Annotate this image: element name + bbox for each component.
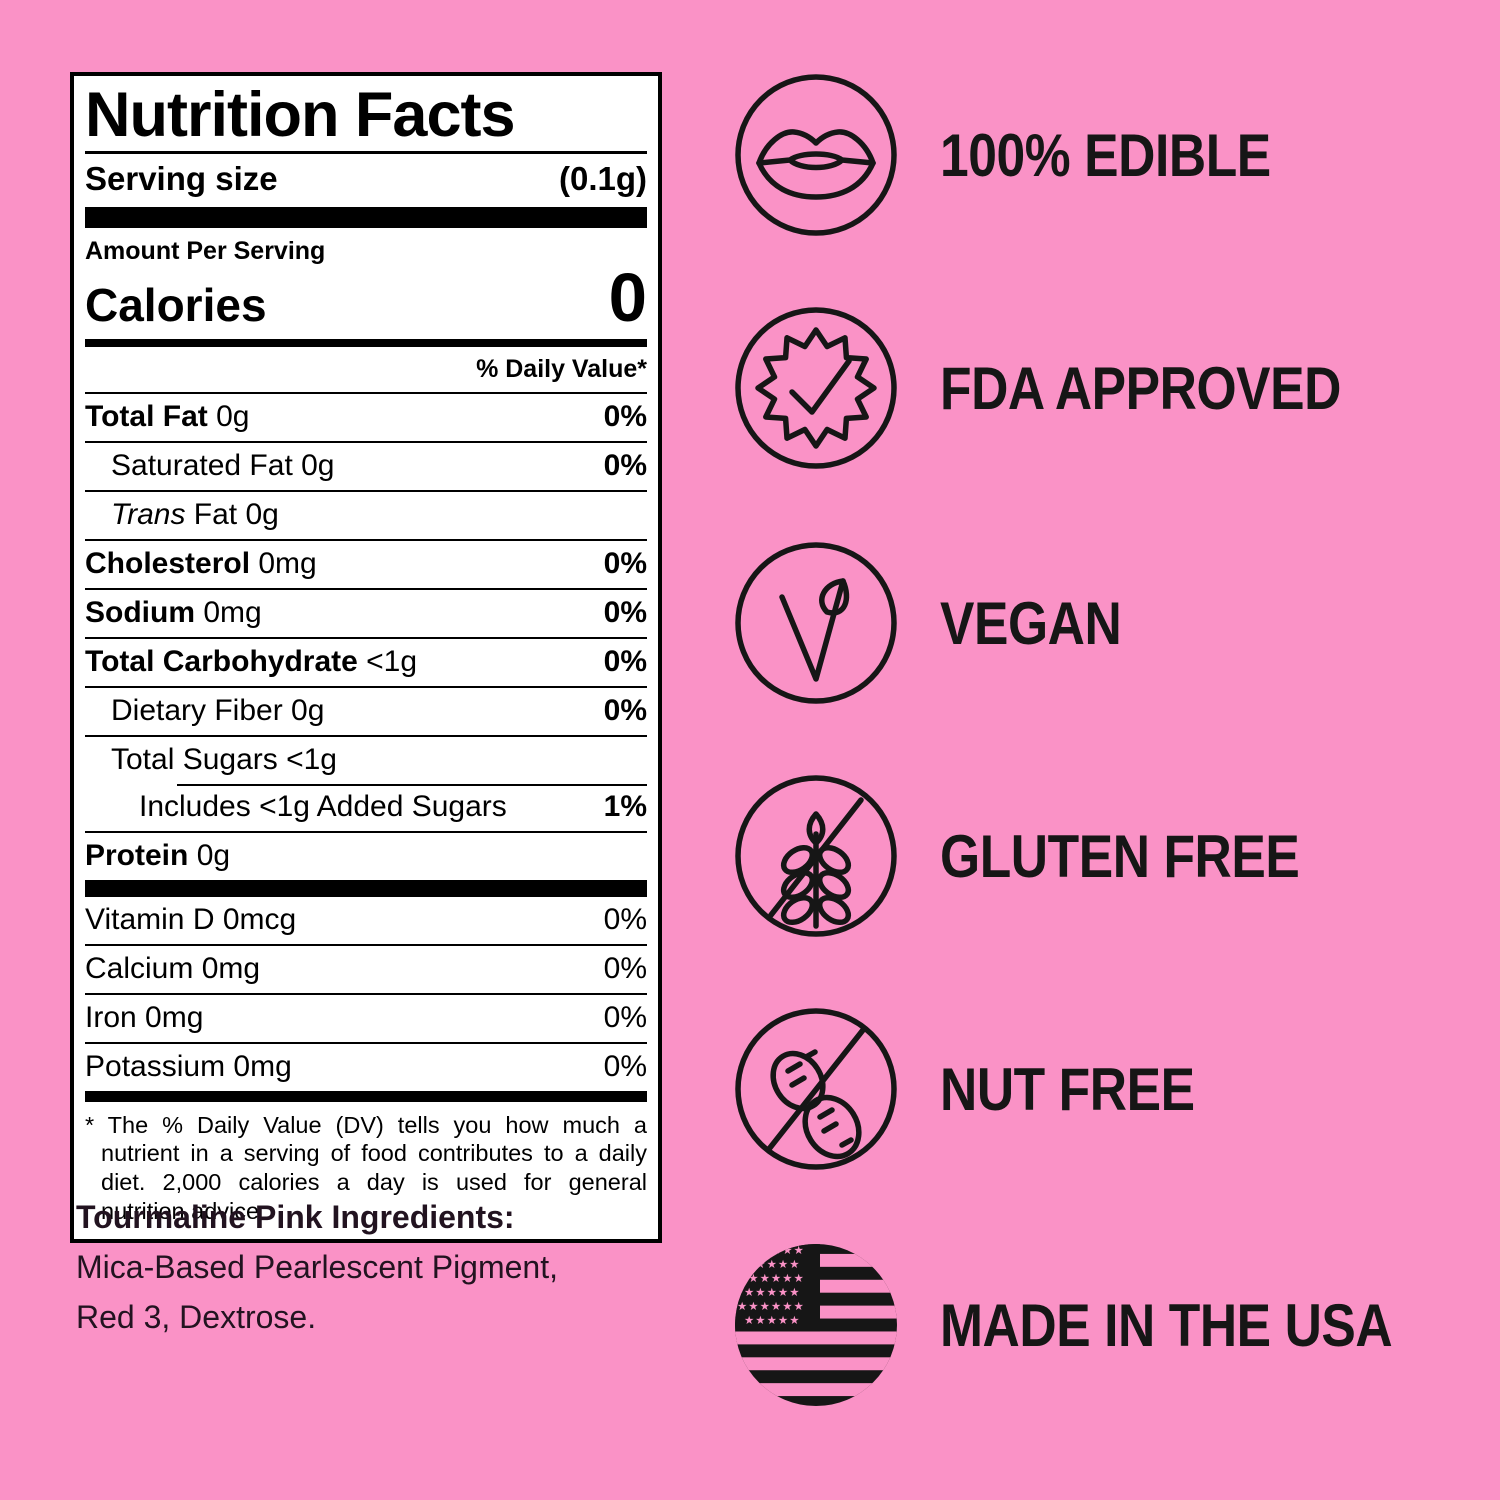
nutrition-facts-title: Nutrition Facts bbox=[85, 80, 516, 150]
nutrient-daily-value: 0% bbox=[603, 448, 647, 482]
no-gluten-wheat-icon bbox=[732, 771, 900, 941]
nutrient-name: Vitamin D 0mcg bbox=[85, 902, 297, 936]
nutrient-daily-value: 0% bbox=[603, 693, 647, 727]
nutrient-row: Calcium 0mg 0% bbox=[85, 943, 647, 993]
nutrient-rows: Total Fat 0g 0% Saturated Fat 0g 0% Trans Fa… bbox=[85, 391, 647, 880]
nutrient-daily-value: 0% bbox=[603, 399, 647, 433]
nutrient-name: Iron 0mg bbox=[85, 1000, 204, 1034]
serving-size-row: Serving size (0.1g) bbox=[85, 154, 647, 207]
feature-row: NUT FREE bbox=[732, 1004, 1236, 1174]
daily-value-footnote: * The % Daily Value (DV) tells you how m… bbox=[85, 1111, 647, 1224]
ingredients-line: Red 3, Dextrose. bbox=[76, 1299, 317, 1336]
calories-row: Calories 0 bbox=[85, 258, 647, 339]
nutrient-row: Vitamin D 0mcg 0% bbox=[85, 894, 647, 944]
nutrient-daily-value: 0% bbox=[603, 546, 647, 580]
feature-label: FDA APPROVED bbox=[940, 354, 1341, 422]
feature-row: 100% EDIBLE bbox=[732, 70, 1325, 240]
svg-text:★★★★★★: ★★★★★★ bbox=[737, 1299, 805, 1313]
nutrient-row: Trans Fat 0g bbox=[85, 489, 647, 539]
nutrient-row: Total Carbohydrate <1g 0% bbox=[85, 636, 647, 686]
nutrient-daily-value: 1% bbox=[603, 789, 647, 823]
nutrient-daily-value: 0% bbox=[603, 595, 647, 629]
thick-divider bbox=[85, 206, 647, 228]
nutrient-daily-value: 0% bbox=[603, 644, 647, 678]
feature-label: MADE IN THE USA bbox=[940, 1291, 1393, 1359]
lips-icon bbox=[732, 70, 900, 240]
feature-label: GLUTEN FREE bbox=[940, 822, 1300, 890]
nutrition-facts-label: Nutrition Facts Serving size (0.1g) Amou… bbox=[70, 72, 662, 1244]
nutrient-row: Iron 0mg 0% bbox=[85, 992, 647, 1042]
nutrient-daily-value: 0% bbox=[603, 951, 647, 985]
feature-row: GLUTEN FREE bbox=[732, 771, 1358, 941]
nutrient-name: Potassium 0mg bbox=[85, 1049, 292, 1083]
ingredients-line: Mica-Based Pearlescent Pigment, bbox=[76, 1249, 558, 1286]
vitamin-rows: Vitamin D 0mcg 0% Calcium 0mg 0% Iron 0mg 0% P… bbox=[85, 894, 647, 1091]
thick-divider bbox=[85, 1090, 647, 1102]
divider bbox=[85, 150, 647, 154]
feature-row: ★★★★★★ ★★★★★ ★★★★★★ ★★★★★ ★★★★★★ ★★★★★ MADE IN… bbox=[732, 1240, 1466, 1410]
calories-value: 0 bbox=[608, 258, 647, 336]
svg-text:★★★★★★: ★★★★★★ bbox=[737, 1243, 805, 1257]
nutrient-row: Potassium 0mg 0% bbox=[85, 1041, 647, 1091]
nutrient-row: Protein 0g bbox=[85, 830, 647, 880]
nutrient-row: Total Sugars <1g bbox=[85, 734, 647, 784]
calories-label: Calories bbox=[85, 278, 267, 331]
ingredients-block: Tourmaline Pink Ingredients: Mica-Based … bbox=[76, 1192, 696, 1343]
svg-text:★★★★★: ★★★★★ bbox=[744, 1257, 801, 1271]
ingredients-heading: Tourmaline Pink Ingredients: bbox=[76, 1199, 515, 1235]
nutrient-name: Saturated Fat 0g bbox=[111, 448, 335, 482]
nutrient-row: Sodium 0mg 0% bbox=[85, 587, 647, 637]
svg-text:★★★★★★: ★★★★★★ bbox=[737, 1271, 805, 1285]
nutrient-daily-value: 0% bbox=[603, 1049, 647, 1083]
nutrient-daily-value: 0% bbox=[603, 1000, 647, 1034]
nutrient-name: Cholesterol 0mg bbox=[85, 546, 317, 580]
nutrient-name: Sodium 0mg bbox=[85, 595, 262, 629]
nutrient-name: Calcium 0mg bbox=[85, 951, 261, 985]
daily-value-header: % Daily Value* bbox=[476, 354, 647, 383]
nutrient-name: Dietary Fiber 0g bbox=[111, 693, 325, 727]
serving-size-label: Serving size bbox=[85, 159, 278, 197]
usa-flag-icon: ★★★★★★ ★★★★★ ★★★★★★ ★★★★★ ★★★★★★ ★★★★★ bbox=[732, 1240, 900, 1410]
feature-label: 100% EDIBLE bbox=[940, 121, 1271, 189]
no-nut-peanut-icon bbox=[732, 1004, 900, 1174]
feature-row: FDA APPROVED bbox=[732, 303, 1406, 473]
nutrient-row: Cholesterol 0mg 0% bbox=[85, 538, 647, 588]
nutrient-row: Total Fat 0g 0% bbox=[85, 391, 647, 441]
feature-row: VEGAN bbox=[732, 538, 1151, 708]
nutrient-name: Protein 0g bbox=[85, 838, 231, 872]
medium-divider bbox=[85, 338, 647, 347]
nutrient-row: Dietary Fiber 0g 0% bbox=[85, 685, 647, 735]
nutrient-name: Total Sugars <1g bbox=[111, 742, 337, 776]
fda-approved-badge-icon bbox=[732, 303, 900, 473]
nutrient-name: Includes <1g Added Sugars bbox=[139, 789, 507, 823]
amount-per-serving-label: Amount Per Serving bbox=[85, 236, 326, 265]
vegan-v-leaf-icon bbox=[732, 538, 900, 708]
svg-text:★★★★★: ★★★★★ bbox=[744, 1313, 801, 1327]
feature-label: NUT FREE bbox=[940, 1055, 1195, 1123]
nutrient-row: Includes <1g Added Sugars 1% bbox=[85, 783, 647, 831]
feature-label: VEGAN bbox=[940, 589, 1122, 657]
thick-divider bbox=[85, 879, 647, 895]
nutrient-row: Saturated Fat 0g 0% bbox=[85, 440, 647, 490]
svg-text:★★★★★: ★★★★★ bbox=[744, 1285, 801, 1299]
serving-size-value: (0.1g) bbox=[558, 159, 647, 197]
nutrient-daily-value: 0% bbox=[603, 902, 647, 936]
nutrient-name: Total Fat 0g bbox=[85, 399, 250, 433]
nutrient-name: Total Carbohydrate <1g bbox=[85, 644, 418, 678]
nutrient-name: Trans Fat 0g bbox=[111, 497, 279, 531]
